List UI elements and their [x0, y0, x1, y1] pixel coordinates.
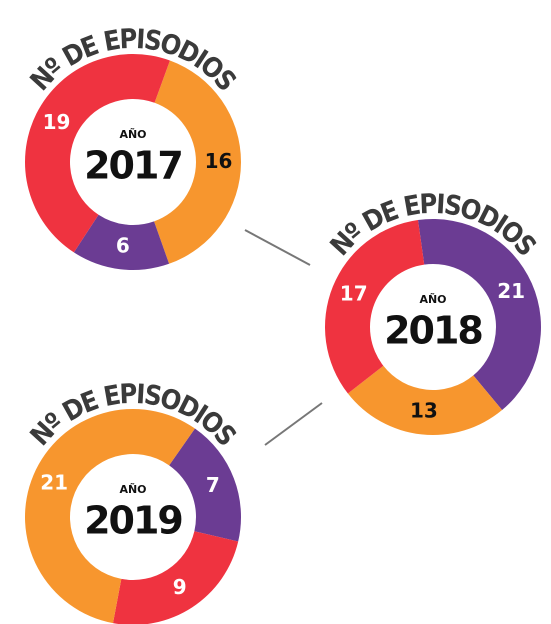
donut-slice	[25, 409, 195, 624]
connector	[264, 402, 323, 446]
slice-label: 17	[340, 281, 368, 305]
slice-label: 13	[410, 399, 438, 423]
connector	[244, 229, 311, 266]
year: 2018	[384, 309, 482, 353]
donut-slice	[347, 365, 503, 435]
slice-label: 16	[205, 149, 233, 173]
slice-label: 19	[43, 110, 71, 134]
slice-label: 21	[497, 279, 525, 303]
year-label: AÑO	[419, 293, 446, 306]
slice-label: 21	[40, 470, 68, 494]
year-label: AÑO	[119, 128, 146, 141]
donut-slice	[73, 214, 170, 270]
slice-label: 6	[116, 233, 130, 257]
year: 2019	[84, 499, 182, 543]
donut-slice	[24, 53, 170, 253]
donut-slice	[112, 531, 239, 624]
year-label: AÑO	[119, 483, 146, 496]
year: 2017	[84, 144, 182, 188]
donut-slice	[169, 428, 242, 542]
slice-label: 7	[206, 473, 220, 497]
donut-slice	[324, 220, 425, 394]
donut-slice	[154, 60, 241, 264]
donut-slice	[417, 219, 541, 411]
slice-label: 9	[173, 575, 187, 599]
